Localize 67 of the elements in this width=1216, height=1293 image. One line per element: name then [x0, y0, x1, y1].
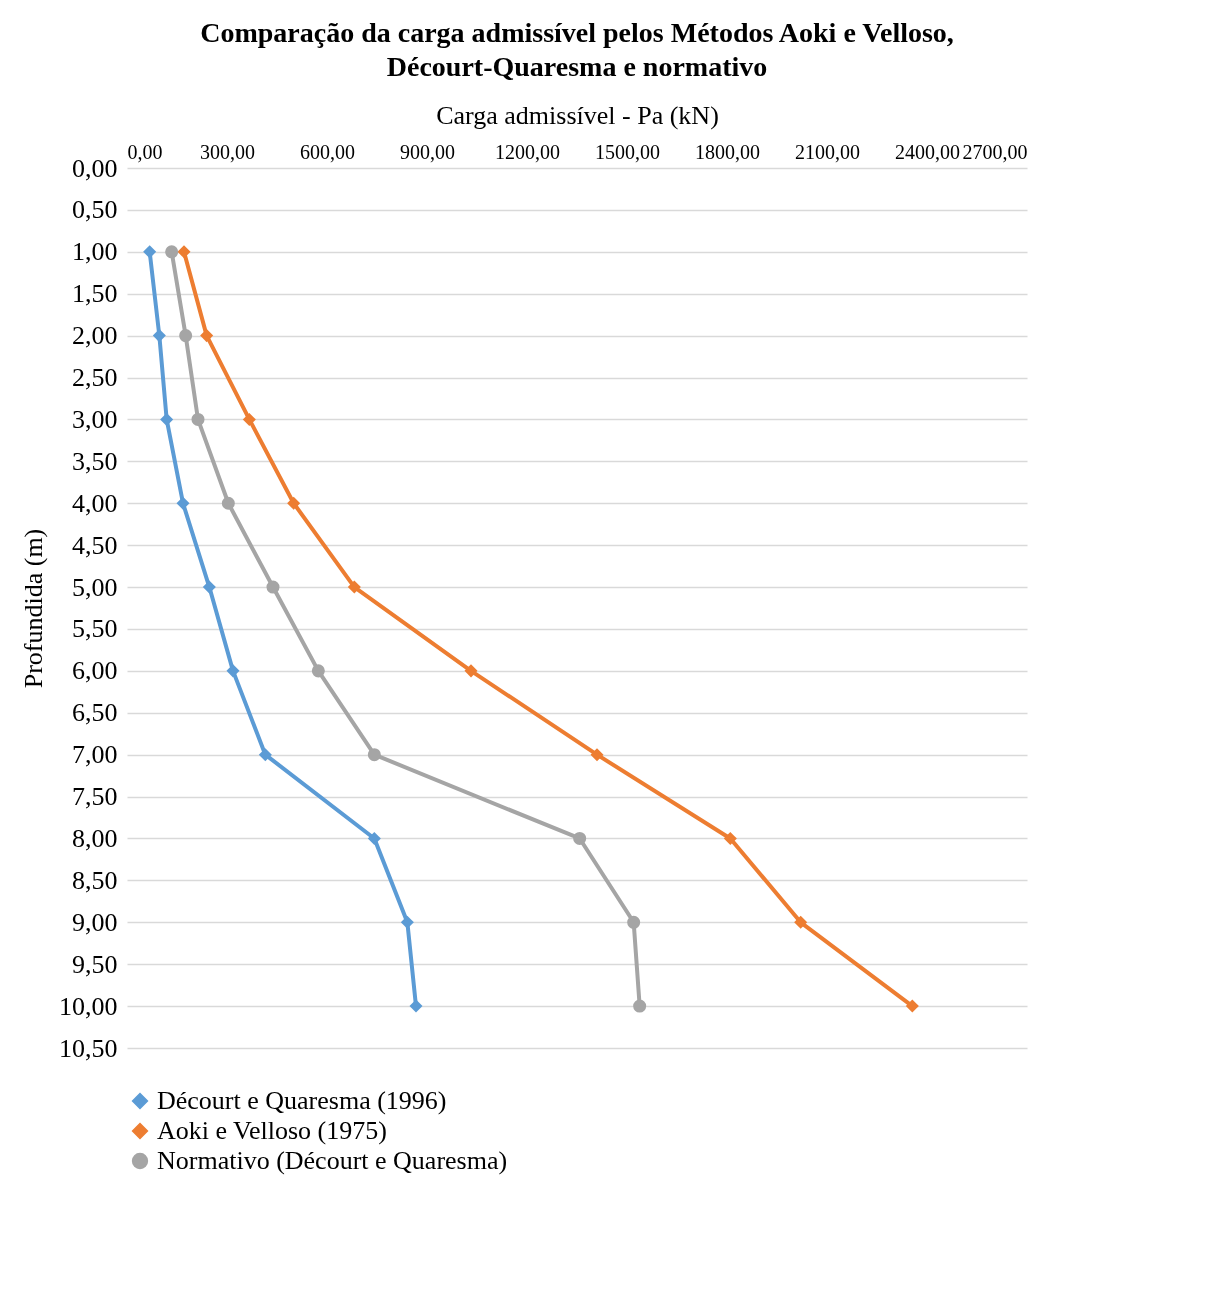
y-tick-label: 5,50: [72, 614, 118, 644]
point: [200, 329, 214, 343]
point: [367, 831, 381, 845]
y-tick-label: 4,50: [72, 530, 118, 560]
y-tick-label: 9,50: [72, 949, 118, 979]
point: [177, 245, 191, 259]
point: [400, 915, 414, 929]
x-tick-label: 1800,00: [695, 140, 760, 163]
point: [794, 915, 808, 929]
x-tick-label: 1500,00: [595, 140, 660, 163]
y-tick-label: 10,00: [59, 991, 118, 1021]
x-tick-label: 2400,00: [895, 140, 960, 163]
point: [221, 496, 235, 510]
point: [311, 664, 325, 678]
y-tick-label: 6,00: [72, 656, 118, 686]
point: [226, 664, 240, 678]
y-tick-label: 5,00: [72, 572, 118, 602]
x-tick-label: 0,00: [127, 140, 163, 163]
y-tick-label: 3,00: [72, 404, 118, 434]
x-tick-label: 600,00: [300, 140, 355, 163]
y-tick-label: 6,50: [72, 698, 118, 728]
point: [160, 412, 174, 426]
legend-label: Décourt e Quaresma (1996): [157, 1086, 447, 1115]
y-tick-label: 8,50: [72, 865, 118, 895]
point: [143, 245, 157, 259]
x-tick-label: 2700,00: [962, 140, 1028, 163]
point: [165, 245, 179, 259]
x-tick-label: 1200,00: [495, 140, 560, 163]
point: [287, 496, 301, 510]
y-tick-label: 2,00: [72, 321, 118, 351]
y-tick-label: 7,00: [72, 740, 118, 770]
point: [152, 329, 166, 343]
point: [179, 329, 193, 343]
point: [464, 664, 478, 678]
point: [723, 831, 737, 845]
y-tick-label: 2,50: [72, 363, 118, 393]
y-tick-label: 9,00: [72, 907, 118, 937]
x-axis-title: Carga admissível - Pa (kN): [436, 100, 719, 130]
point: [191, 412, 205, 426]
point: [347, 580, 361, 594]
y-tick-label: 10,50: [59, 1033, 118, 1063]
x-tick-label: 2100,00: [795, 140, 860, 163]
y-axis-title: Profundida (m): [19, 528, 48, 689]
point: [202, 580, 216, 594]
point: [409, 999, 423, 1013]
point: [633, 999, 647, 1013]
y-tick-label: 4,00: [72, 488, 118, 518]
y-tick-label: 7,50: [72, 782, 118, 812]
y-tick-label: 8,00: [72, 823, 118, 853]
legend-label: Normativo (Décourt e Quaresma): [157, 1146, 508, 1175]
point: [258, 748, 272, 762]
point: [573, 831, 587, 845]
y-tick-label: 1,50: [72, 279, 118, 309]
point: [367, 748, 381, 762]
chart-title: Comparação da carga admissível pelos Métodos Aoki e Velloso, Décourt-Quaresma e normativo: [200, 17, 954, 82]
y-tick-label: 3,50: [72, 446, 118, 476]
point: [627, 915, 641, 929]
y-tick-label: 1,00: [72, 237, 118, 267]
legend-label: Aoki e Velloso (1975): [157, 1116, 387, 1145]
y-tick-label: 0,50: [72, 195, 118, 225]
point: [905, 999, 919, 1013]
point: [590, 748, 604, 762]
x-tick-label: 300,00: [200, 140, 255, 163]
point: [242, 412, 256, 426]
x-tick-label: 900,00: [400, 140, 455, 163]
point: [266, 580, 280, 594]
point: [176, 496, 190, 510]
